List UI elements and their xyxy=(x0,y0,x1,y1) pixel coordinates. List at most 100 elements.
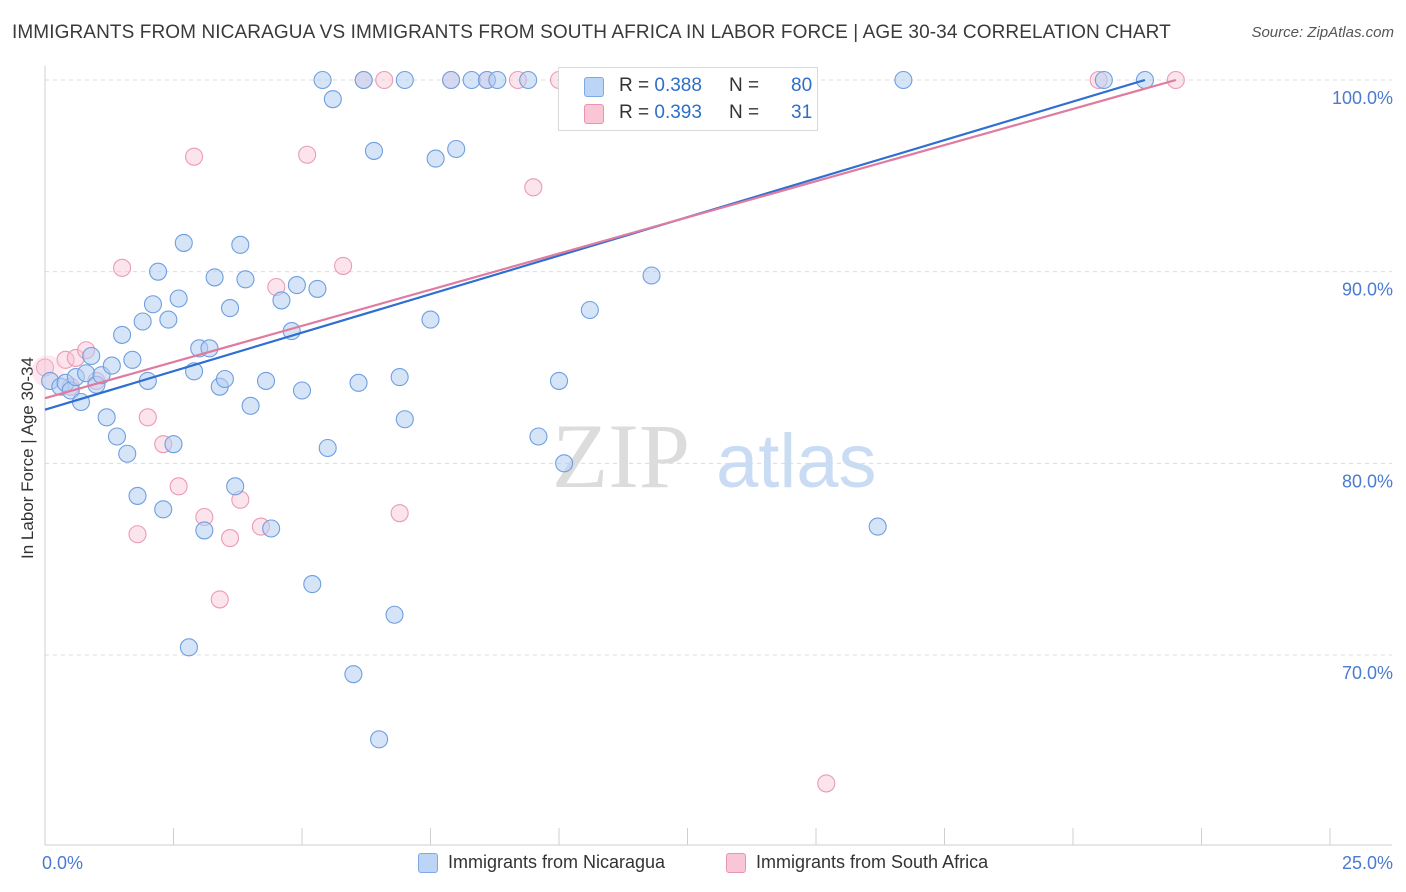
point-nicaragua[interactable] xyxy=(385,605,404,624)
y-tick-label: 100.0% xyxy=(1332,88,1393,108)
point-nicaragua[interactable] xyxy=(1094,70,1113,90)
point-south-africa[interactable] xyxy=(375,70,394,90)
point-south-africa[interactable] xyxy=(113,258,132,277)
point-nicaragua[interactable] xyxy=(123,350,142,369)
point-nicaragua[interactable] xyxy=(205,268,224,287)
point-nicaragua[interactable] xyxy=(174,233,193,252)
point-nicaragua[interactable] xyxy=(395,410,414,429)
legend-label-south-africa: Immigrants from South Africa xyxy=(756,852,989,872)
point-nicaragua[interactable] xyxy=(179,638,198,657)
point-south-africa[interactable] xyxy=(817,774,836,793)
point-nicaragua[interactable] xyxy=(426,149,445,168)
point-nicaragua[interactable] xyxy=(395,70,414,90)
point-nicaragua[interactable] xyxy=(344,665,363,684)
point-south-africa[interactable] xyxy=(128,525,147,544)
trend-line-south-africa xyxy=(44,78,1177,400)
point-nicaragua[interactable] xyxy=(894,70,913,90)
legend-label-nicaragua: Immigrants from Nicaragua xyxy=(448,852,666,872)
point-nicaragua[interactable] xyxy=(113,325,132,344)
r-value-south-africa: 0.393 xyxy=(654,102,702,123)
point-nicaragua[interactable] xyxy=(292,381,312,400)
watermark-atlas: atlas xyxy=(716,419,877,504)
series-nicaragua-points xyxy=(41,70,1155,749)
point-nicaragua[interactable] xyxy=(308,279,327,298)
n-value-nicaragua: 80 xyxy=(791,75,813,96)
point-nicaragua[interactable] xyxy=(313,70,332,90)
point-nicaragua[interactable] xyxy=(442,70,461,90)
point-nicaragua[interactable] xyxy=(488,70,507,90)
point-nicaragua[interactable] xyxy=(462,70,481,90)
n-label: N = xyxy=(729,102,760,123)
point-nicaragua[interactable] xyxy=(128,486,147,505)
point-nicaragua[interactable] xyxy=(149,262,168,281)
point-nicaragua[interactable] xyxy=(421,310,440,329)
point-nicaragua[interactable] xyxy=(118,444,137,463)
point-nicaragua[interactable] xyxy=(549,371,569,390)
axes xyxy=(44,66,1392,846)
x-tick-labels: 0.0% 25.0% xyxy=(42,853,1393,873)
point-nicaragua[interactable] xyxy=(143,295,162,314)
point-nicaragua[interactable] xyxy=(529,427,548,446)
chart-title: IMMIGRANTS FROM NICARAGUA VS IMMIGRANTS … xyxy=(12,22,1171,43)
point-nicaragua[interactable] xyxy=(272,291,291,310)
point-nicaragua[interactable] xyxy=(256,371,276,390)
point-nicaragua[interactable] xyxy=(97,408,116,427)
point-south-africa[interactable] xyxy=(185,147,204,166)
point-nicaragua[interactable] xyxy=(390,368,409,387)
point-nicaragua[interactable] xyxy=(169,289,188,308)
point-nicaragua[interactable] xyxy=(159,310,178,329)
y-tick-labels: 70.0% 80.0% 90.0% 100.0% xyxy=(1332,88,1393,683)
point-nicaragua[interactable] xyxy=(303,575,322,594)
point-nicaragua[interactable] xyxy=(642,266,661,285)
point-nicaragua[interactable] xyxy=(323,90,342,109)
point-nicaragua[interactable] xyxy=(354,70,373,90)
point-nicaragua[interactable] xyxy=(287,276,306,295)
point-nicaragua[interactable] xyxy=(262,519,281,538)
nicaragua-swatch xyxy=(584,77,604,97)
point-nicaragua[interactable] xyxy=(195,521,214,540)
point-nicaragua[interactable] xyxy=(364,141,384,160)
point-south-africa[interactable] xyxy=(334,256,353,275)
trend-line-nicaragua xyxy=(44,78,1146,411)
legend-swatch-south-africa xyxy=(726,852,746,873)
point-south-africa[interactable] xyxy=(138,408,157,427)
point-nicaragua[interactable] xyxy=(107,427,127,446)
point-nicaragua[interactable] xyxy=(519,70,538,90)
legend-item-south-africa[interactable]: Immigrants from South Africa xyxy=(726,852,988,873)
point-nicaragua[interactable] xyxy=(241,396,260,415)
point-nicaragua[interactable] xyxy=(226,477,245,496)
point-south-africa[interactable] xyxy=(169,477,188,496)
series-south-africa-points xyxy=(31,70,1185,793)
point-nicaragua[interactable] xyxy=(231,235,250,254)
point-south-africa[interactable] xyxy=(390,504,409,523)
point-nicaragua[interactable] xyxy=(220,299,240,318)
point-nicaragua[interactable] xyxy=(215,369,234,389)
point-nicaragua[interactable] xyxy=(868,517,887,536)
point-nicaragua[interactable] xyxy=(236,270,255,289)
point-nicaragua[interactable] xyxy=(154,500,173,519)
r-label: R = xyxy=(619,102,655,123)
y-tick-label: 80.0% xyxy=(1342,471,1393,491)
point-nicaragua[interactable] xyxy=(164,435,183,454)
point-nicaragua[interactable] xyxy=(447,139,466,159)
point-south-africa[interactable] xyxy=(220,529,240,548)
point-nicaragua[interactable] xyxy=(102,356,121,375)
bottom-legend: Immigrants from Nicaragua Immigrants fro… xyxy=(0,852,1406,878)
point-nicaragua[interactable] xyxy=(82,346,101,366)
point-south-africa[interactable] xyxy=(210,590,229,609)
legend-item-nicaragua[interactable]: Immigrants from Nicaragua xyxy=(418,852,665,873)
stats-legend: R = 0.388 N = 80 R = 0.393 N = 31 xyxy=(558,67,818,131)
point-nicaragua[interactable] xyxy=(349,373,368,392)
y-tick-label: 70.0% xyxy=(1342,663,1393,683)
point-nicaragua[interactable] xyxy=(580,300,599,320)
point-south-africa[interactable] xyxy=(298,145,317,164)
point-south-africa[interactable] xyxy=(524,178,543,197)
trend-lines xyxy=(44,78,1177,411)
point-nicaragua[interactable] xyxy=(318,438,337,458)
point-nicaragua[interactable] xyxy=(370,730,389,749)
point-nicaragua[interactable] xyxy=(133,312,152,331)
r-label: R = xyxy=(619,75,655,96)
south-africa-swatch xyxy=(584,104,604,124)
point-nicaragua[interactable] xyxy=(555,454,574,473)
